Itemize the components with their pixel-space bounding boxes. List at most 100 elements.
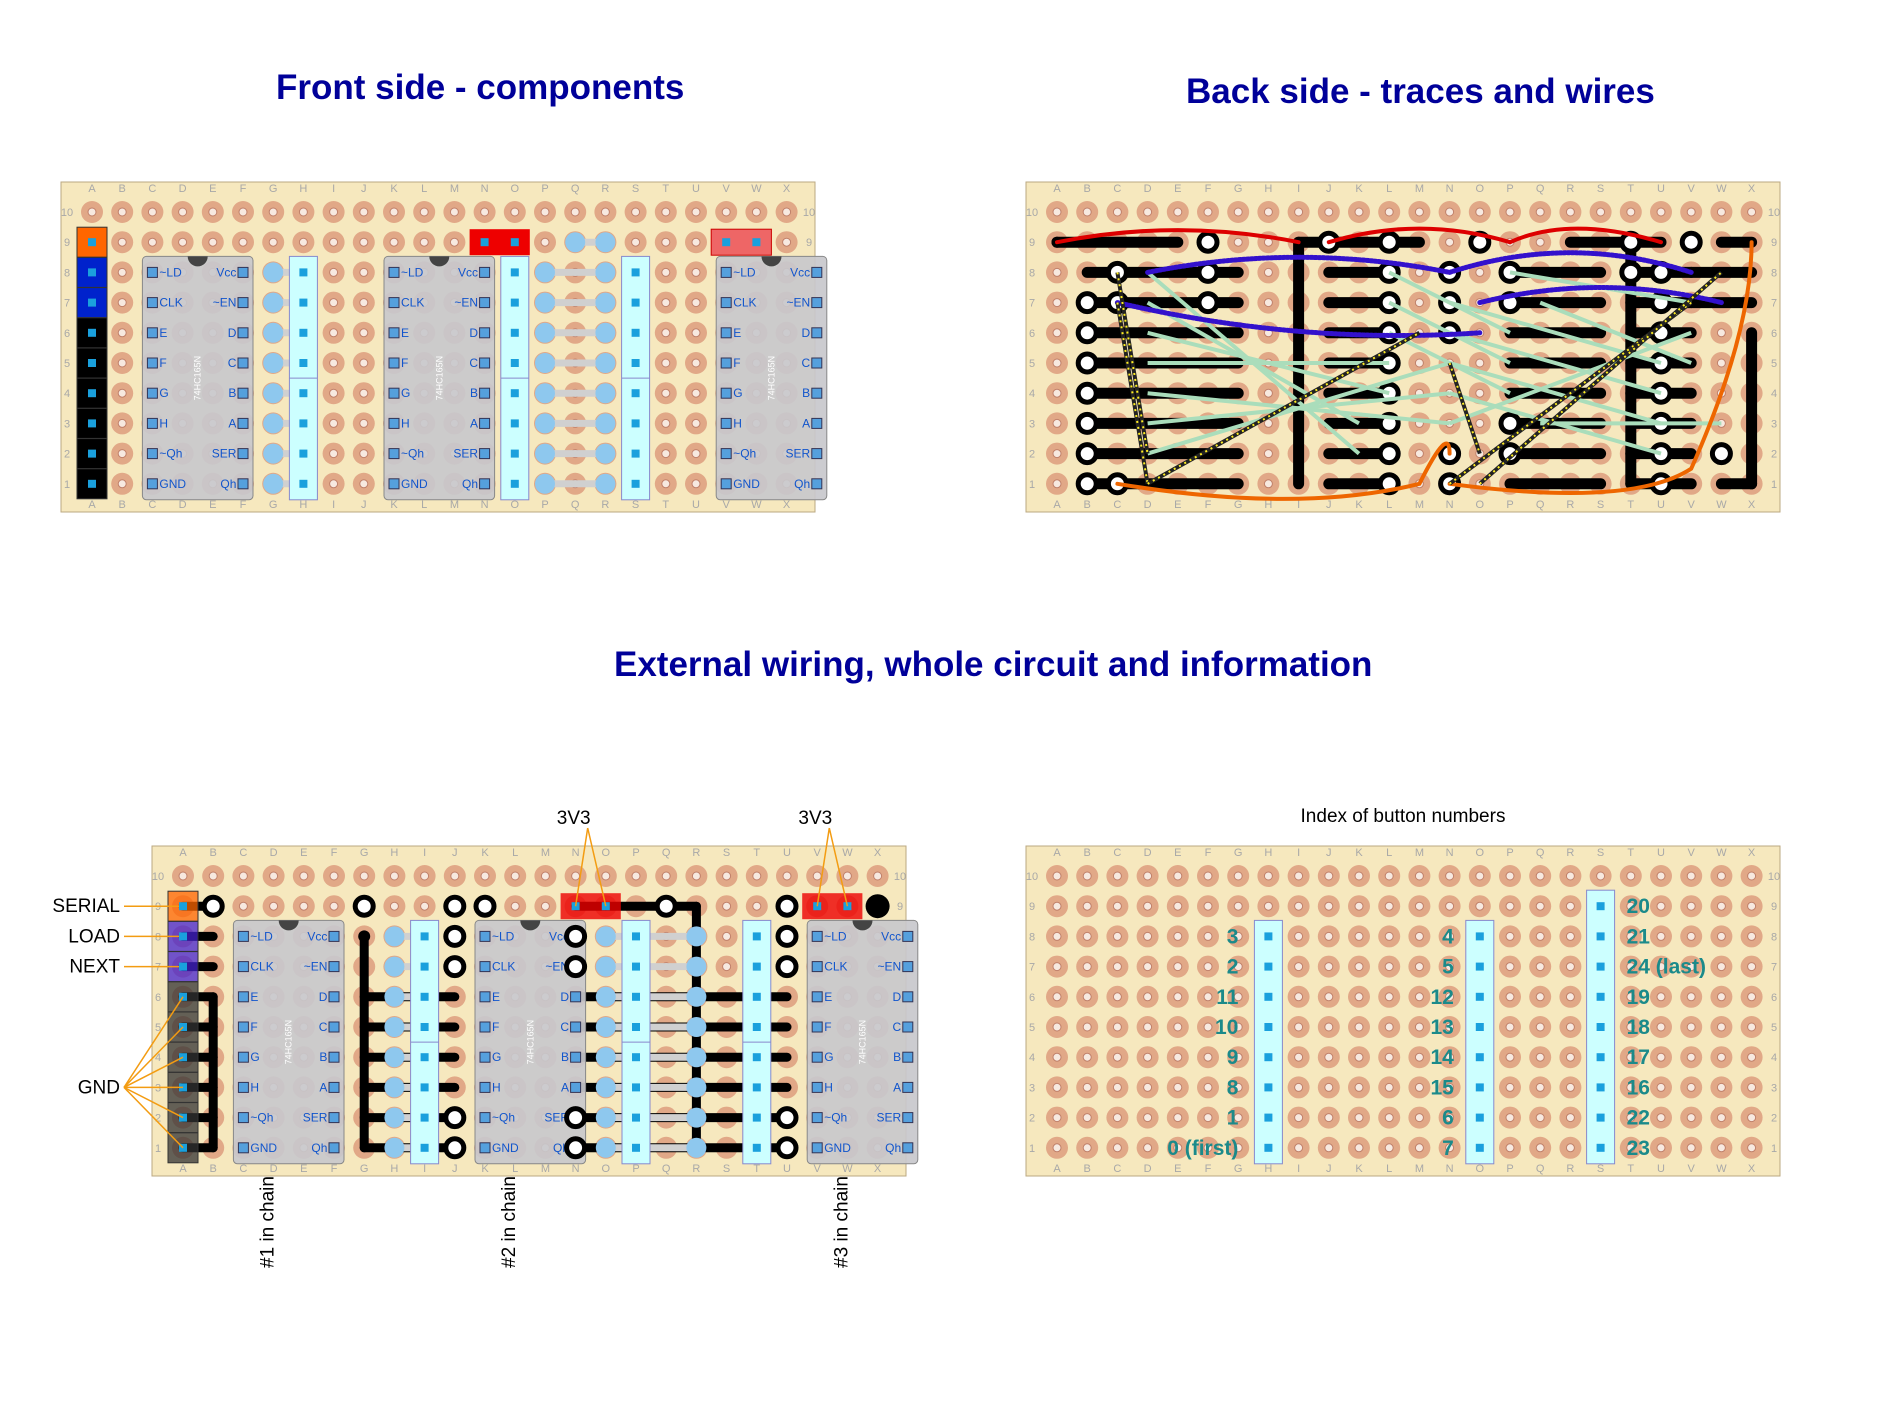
pad-hole	[1203, 992, 1213, 1002]
wire-black	[1478, 270, 1723, 486]
chip-pin	[146, 417, 158, 429]
chip-pin	[811, 357, 823, 369]
column-label: V	[723, 499, 731, 511]
wire-green	[1449, 330, 1662, 396]
column-label: C	[1113, 1163, 1121, 1175]
pad-hole	[1143, 1113, 1153, 1123]
wire-red	[1508, 226, 1663, 245]
wire-purple	[1477, 285, 1724, 306]
connector-pin	[88, 449, 96, 458]
pad-hole	[1535, 1082, 1545, 1092]
pad-hole	[1445, 237, 1455, 247]
pad-hole	[359, 418, 369, 428]
column-label: U	[692, 183, 700, 195]
button-header-strip	[1465, 919, 1495, 1165]
header-pin	[1596, 1053, 1605, 1062]
header-pin	[1475, 962, 1484, 971]
pad-hole	[1112, 207, 1122, 217]
chip-pin-label: E	[250, 990, 258, 1004]
connector-pin	[179, 902, 187, 911]
pad-hole	[1716, 207, 1726, 217]
resistor	[535, 353, 616, 373]
pad-hole	[1263, 418, 1273, 428]
pad-hole	[1203, 901, 1213, 911]
column-label: G	[360, 1163, 369, 1175]
pad-hole	[178, 207, 188, 217]
pad-hole	[1716, 1022, 1726, 1032]
chip-pin	[388, 327, 400, 339]
column-label: A	[1053, 847, 1061, 859]
resistor-end	[263, 353, 284, 373]
chip-pin-label: CLK	[492, 960, 515, 974]
pad-hole	[1505, 207, 1515, 217]
pad-hole	[1354, 1113, 1364, 1123]
column-label: T	[753, 1163, 760, 1175]
solder-joint	[352, 894, 376, 918]
chip-pin-label: SER	[303, 1111, 328, 1125]
column-label: A	[1053, 499, 1061, 511]
solder-joint	[1377, 442, 1401, 466]
pad-hole	[1414, 207, 1424, 217]
pad-hole	[752, 871, 762, 881]
chip-pin-label: SER	[786, 447, 811, 461]
chip-pin-label: H	[733, 416, 742, 430]
header-pin	[1264, 1023, 1273, 1031]
resistor-end	[263, 383, 284, 404]
column-label: I	[423, 1163, 426, 1175]
chip-pin-label: ~LD	[733, 265, 756, 279]
pad-hole	[1626, 1052, 1636, 1062]
chip-pin-label: ~EN	[213, 296, 237, 310]
jumper-red-light	[710, 228, 772, 256]
column-label: K	[1355, 499, 1363, 511]
pad-hole	[1414, 871, 1424, 881]
pad-hole	[1716, 901, 1726, 911]
header-pin	[631, 359, 640, 367]
resistor-end	[384, 956, 405, 977]
pad-hole	[208, 207, 218, 217]
pad-hole	[1173, 1052, 1183, 1062]
pad-hole	[631, 871, 641, 881]
pad-hole	[691, 267, 701, 277]
button-number: 3	[1227, 925, 1239, 948]
column-label: T	[1627, 847, 1634, 859]
row-label: 5	[1029, 358, 1035, 370]
solder-joint	[775, 894, 799, 918]
pad-hole	[1263, 388, 1273, 398]
header-pin	[1475, 1113, 1484, 1122]
pad-hole	[1052, 1113, 1062, 1123]
button-header-strip	[742, 919, 772, 1165]
resistor-end	[535, 473, 555, 494]
header-pin	[1264, 1143, 1273, 1152]
pad-hole	[1747, 901, 1757, 911]
solder-joint	[1498, 411, 1522, 435]
pad-hole	[419, 207, 429, 217]
column-label: R	[1566, 183, 1574, 195]
chip-pin	[388, 387, 400, 399]
resistor-end	[595, 473, 616, 494]
pad-hole	[1143, 1082, 1153, 1092]
pad-hole	[1233, 207, 1243, 217]
header-pin	[632, 1023, 640, 1031]
pad-hole	[1414, 992, 1424, 1002]
chip-pin-label: SER	[544, 1111, 569, 1125]
chip-pin	[328, 1112, 340, 1124]
pad-hole	[1716, 962, 1726, 972]
column-label: N	[1446, 1163, 1454, 1175]
pad-hole	[1475, 418, 1485, 428]
leader-line	[574, 827, 589, 907]
chip-pin	[720, 357, 732, 369]
column-label: B	[1084, 499, 1091, 511]
column-label: N	[572, 1163, 580, 1175]
column-label: T	[662, 499, 669, 511]
chip-pin-label: ~Qh	[401, 447, 424, 461]
header-pin	[1596, 1023, 1605, 1031]
pad-hole	[1294, 962, 1304, 972]
resistor	[595, 1107, 707, 1128]
chip-pin-label: H	[824, 1080, 833, 1094]
column-label: D	[1144, 183, 1152, 195]
pad-hole	[661, 418, 671, 428]
chip-pin	[479, 1142, 491, 1154]
solder-joint	[1498, 442, 1522, 466]
resistor-end	[384, 1017, 405, 1037]
resistor-end	[595, 262, 616, 283]
